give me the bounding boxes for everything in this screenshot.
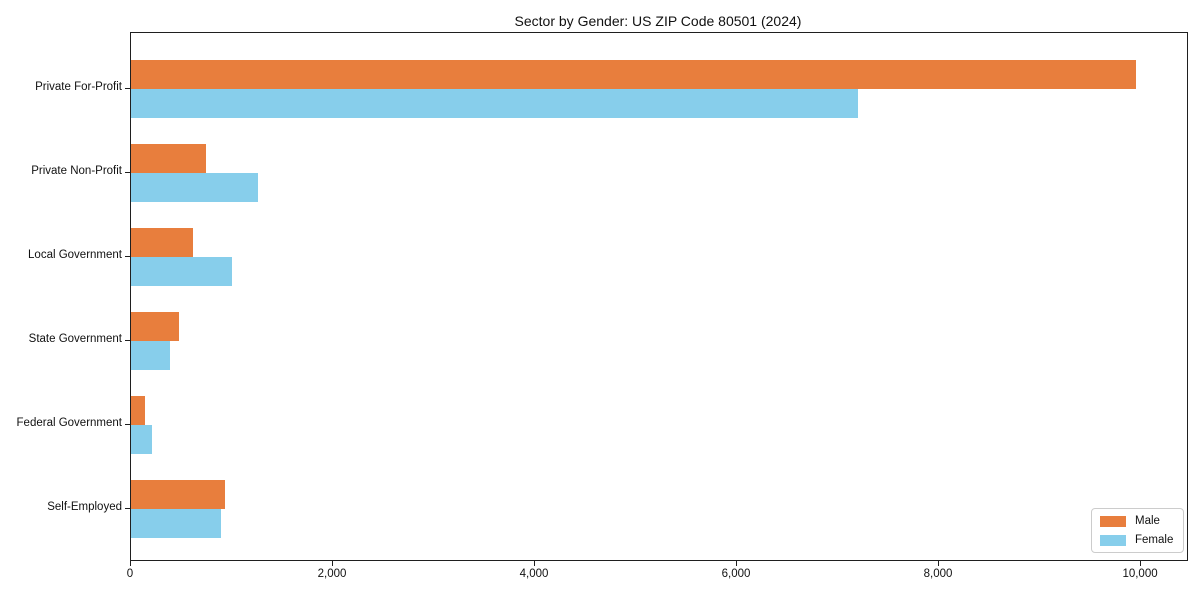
plot-area [130,32,1188,561]
x-tick-mark [1140,561,1142,566]
x-tick-mark [736,561,738,566]
x-tick-mark [534,561,536,566]
bar-male-federal-government [131,396,145,425]
bar-male-private-for-profit [131,60,1136,89]
y-tick-mark [125,424,130,425]
bar-female-private-non-profit [131,173,258,202]
legend-item-female: Female [1100,534,1173,546]
x-axis-label-6-000: 6,000 [721,568,751,580]
bar-female-local-government [131,257,232,286]
x-axis-label-10-000: 10,000 [1122,568,1158,580]
y-tick-mark [125,508,130,509]
bar-male-local-government [131,228,193,257]
y-tick-mark [125,340,130,341]
legend: Male Female [1091,508,1185,553]
legend-swatch-male [1100,515,1126,527]
y-axis-label-federal-government: Federal Government [16,417,122,429]
y-axis-label-local-government: Local Government [28,249,122,261]
y-tick-mark [125,88,130,89]
legend-swatch-female [1100,534,1126,546]
bar-female-federal-government [131,425,152,454]
bar-male-self-employed [131,480,225,509]
x-axis-label-0: 0 [126,568,134,580]
x-tick-mark [130,561,131,566]
bar-female-private-for-profit [131,89,858,118]
x-tick-mark [332,561,333,566]
bar-male-state-government [131,312,179,341]
legend-label-male: Male [1135,515,1160,527]
chart-title: Sector by Gender: US ZIP Code 80501 (202… [514,13,802,29]
legend-label-female: Female [1135,534,1174,546]
legend-item-male: Male [1100,515,1173,527]
x-axis-label-8-000: 8,000 [923,568,953,580]
y-axis-label-private-for-profit: Private For-Profit [35,81,122,93]
x-axis-label-2-000: 2,000 [317,568,347,580]
y-axis-label-state-government: State Government [28,333,122,345]
y-axis-label-private-non-profit: Private Non-Profit [31,165,122,177]
x-axis-label-4-000: 4,000 [519,568,549,580]
y-axis-label-self-employed: Self-Employed [47,501,122,513]
bar-male-private-non-profit [131,144,206,173]
y-tick-mark [125,172,130,173]
bar-female-state-government [131,341,170,370]
x-tick-mark [938,561,940,566]
y-tick-mark [125,256,130,257]
bar-female-self-employed [131,509,221,538]
